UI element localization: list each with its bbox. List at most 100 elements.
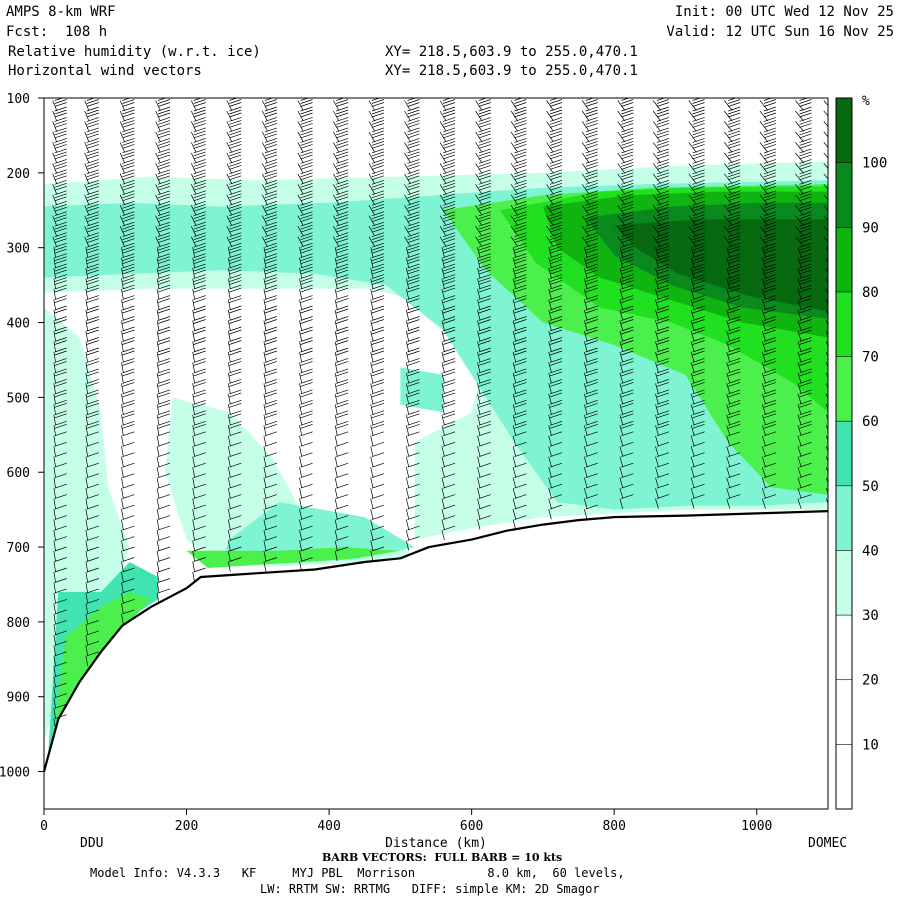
colorbar-swatch-80 [836, 227, 852, 292]
field-name-primary: Relative humidity (w.r.t. ice) [8, 44, 261, 60]
wind-barb-stack [724, 98, 741, 509]
barb-legend-note: BARB VECTORS: FULL BARB = 10 kts [322, 851, 563, 864]
x-tick-label-0: 0 [40, 819, 48, 834]
wind-barb-stack [439, 98, 456, 541]
wind-barb-stack [155, 98, 171, 603]
cross-section-coords-1: XY= 218.5,603.9 to 255.0,470.1 [385, 44, 638, 60]
wind-barb-column-17 [652, 98, 670, 509]
colorbar-tick-label-1: 20 [862, 673, 879, 689]
colorbar-swatch-20 [836, 615, 852, 680]
humidity-region-30-2 [165, 397, 415, 567]
y-tick-label-2: 300 [7, 242, 30, 257]
wind-barb-stack [688, 98, 705, 509]
x-axis-label: Distance (km) [385, 836, 487, 851]
wind-barb-column-18 [688, 98, 705, 509]
y-tick-label-4: 500 [7, 391, 30, 406]
wind-barb-stack [84, 98, 99, 666]
wind-barb-column-20 [759, 98, 777, 509]
colorbar-tick-label-0: 10 [862, 737, 879, 753]
wind-barb-stack [333, 98, 349, 562]
wind-barb-stack [510, 98, 527, 530]
plot-frame [43, 97, 829, 810]
wind-barb-column-7 [297, 98, 313, 572]
colorbar-swatch-70 [836, 291, 852, 357]
model-schemes-line: LW: RRTM SW: RRTMG DIFF: simple KM: 2D S… [260, 882, 600, 896]
model-title: AMPS 8-km WRF [6, 4, 116, 20]
wind-barb-column-3 [155, 98, 171, 603]
x-tick-label-1: 200 [175, 819, 198, 834]
wind-barb-column-0 [52, 98, 67, 729]
wind-barb-column-1 [84, 98, 99, 666]
humidity-fill-layer [44, 161, 828, 809]
cross-section-coords-2: XY= 218.5,603.9 to 255.0,470.1 [385, 63, 638, 79]
init-time: Init: 00 UTC Wed 12 Nov 25 [674, 4, 894, 20]
wind-barb-column-21 [795, 98, 812, 509]
wind-barb-column-12 [475, 98, 491, 530]
terrain-mask [44, 511, 828, 809]
y-tick-label-7: 800 [7, 616, 30, 631]
humidity-region-40-4 [400, 367, 444, 413]
wind-barb-stack [795, 98, 812, 509]
wind-barb-stack [546, 98, 563, 520]
wind-barb-stack [52, 98, 67, 729]
wind-barb-column-14 [546, 98, 563, 520]
wind-barb-layer [52, 98, 828, 729]
colorbar-tick-label-7: 80 [862, 285, 879, 301]
y-tick-label-6: 700 [7, 541, 30, 556]
colorbar-swatch-60 [836, 356, 852, 422]
colorbar-swatch-0 [836, 744, 852, 809]
wind-barb-stack [226, 98, 242, 572]
wind-barb-stack [652, 98, 670, 509]
y-tick-label-3: 400 [7, 317, 30, 332]
humidity-region-60-8 [186, 547, 401, 568]
x-tick-label-2: 400 [317, 819, 340, 834]
y-tick-label-9: 1000 [0, 766, 30, 781]
wind-barb-stack [368, 98, 385, 562]
colorbar-layer: 10 20 30 40 50 60 70 80 90 100% [835, 94, 887, 810]
wind-barb-stack [261, 98, 278, 572]
wind-barb-column-19 [724, 98, 741, 509]
colorbar-tick-label-5: 60 [862, 414, 879, 430]
colorbar-tick-label-3: 40 [862, 543, 879, 559]
y-tick-label-5: 600 [7, 466, 30, 481]
colorbar-swatch-40 [836, 485, 852, 551]
colorbar-tick-label-2: 30 [862, 608, 879, 624]
wind-barb-stack [759, 98, 777, 509]
wind-barb-stack [581, 98, 598, 520]
colorbar-swatch-90 [836, 162, 852, 228]
x-tick-label-3: 600 [460, 819, 483, 834]
colorbar-tick-label-4: 50 [862, 479, 879, 495]
colorbar-frame [835, 97, 853, 810]
x-tick-label-4: 800 [602, 819, 625, 834]
colorbar-swatch-50 [836, 421, 852, 486]
valid-time: Valid: 12 UTC Sun 16 Nov 25 [666, 24, 894, 40]
wind-barb-column-10 [404, 98, 420, 551]
wind-barb-stack [617, 98, 634, 509]
terrain-surface-line [42, 510, 829, 772]
humidity-region-60-9 [51, 592, 151, 757]
wind-barb-stack [404, 98, 420, 551]
wind-barb-column-11 [439, 98, 456, 541]
y-tick-label-8: 900 [7, 691, 30, 706]
colorbar-swatch-10 [836, 679, 852, 745]
wind-barb-stack [190, 98, 206, 583]
wind-barb-column-2 [119, 98, 135, 624]
x-tick-label-5: 1000 [741, 819, 772, 834]
y-tick-label-0: 100 [7, 92, 30, 107]
wind-barb-column-15 [581, 98, 598, 520]
wind-barb-stack [475, 98, 491, 530]
colorbar-tick-label-6: 70 [862, 350, 879, 366]
wind-barb-column-6 [261, 98, 278, 572]
colorbar-tick-label-8: 90 [862, 220, 879, 236]
section-start-label: DDU [80, 836, 103, 851]
model-info-line: Model Info: V4.3.3 KF MYJ PBL Morrison 8… [90, 866, 625, 880]
wind-barb-column-8 [333, 98, 349, 562]
colorbar-unit: % [862, 94, 870, 109]
wind-barb-stack [297, 98, 313, 572]
forecast-hour: Fcst: 108 h [6, 24, 108, 40]
wind-barb-stack [119, 98, 135, 624]
wind-barb-column-9 [368, 98, 385, 562]
axes-layer: 0 200 400 600 800 1000 100 200 300 400 500 600 700 80… [0, 92, 847, 851]
colorbar-swatch-100 [836, 98, 852, 163]
